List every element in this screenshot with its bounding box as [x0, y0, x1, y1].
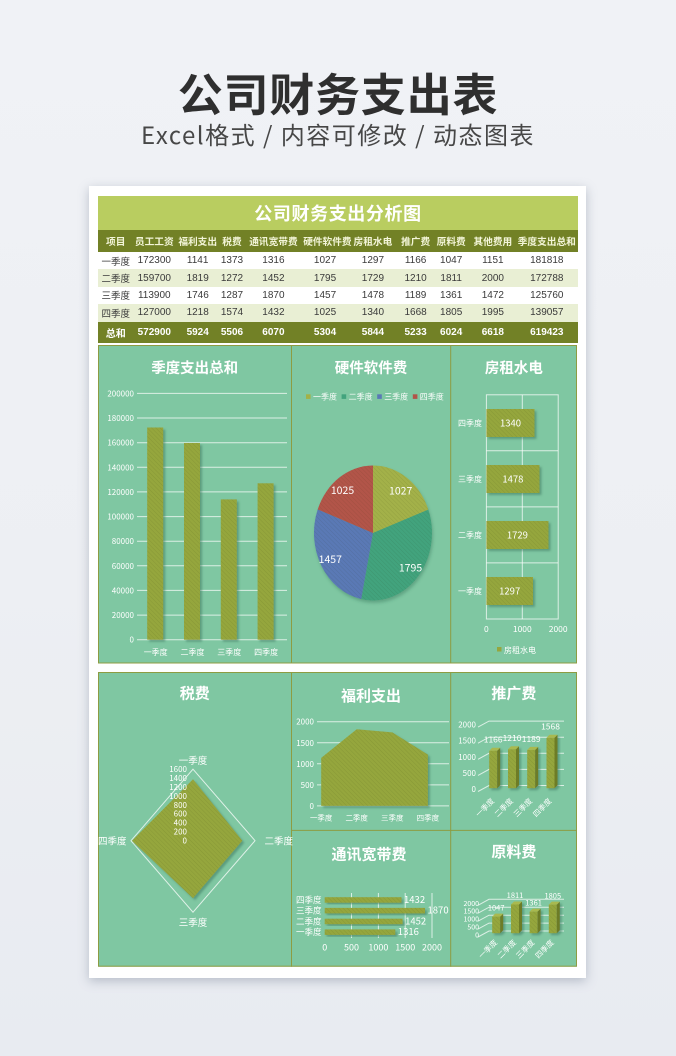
svg-text:四季度: 四季度	[254, 647, 278, 658]
svg-text:100000: 100000	[107, 512, 134, 523]
svg-text:1166: 1166	[484, 734, 503, 746]
svg-text:一季度: 一季度	[296, 926, 322, 938]
svg-text:二季度: 二季度	[345, 813, 368, 824]
svg-text:三季度: 三季度	[381, 813, 404, 824]
svg-text:1500: 1500	[458, 736, 476, 747]
svg-text:0: 0	[472, 784, 477, 795]
svg-text:二季度: 二季度	[181, 647, 205, 658]
svg-text:原料费: 原料费	[491, 841, 536, 862]
svg-text:二季度: 二季度	[265, 834, 294, 848]
svg-text:二季度: 二季度	[296, 916, 322, 928]
svg-text:1027: 1027	[389, 484, 412, 499]
svg-text:80000: 80000	[112, 536, 135, 547]
svg-text:0: 0	[183, 836, 188, 847]
svg-text:三季度: 三季度	[217, 647, 241, 658]
svg-text:1870: 1870	[428, 903, 449, 917]
svg-text:四季度: 四季度	[420, 392, 444, 403]
svg-text:1729: 1729	[507, 528, 528, 542]
svg-text:季度支出总和: 季度支出总和	[151, 357, 238, 378]
svg-text:通讯宽带费: 通讯宽带费	[331, 844, 406, 865]
svg-text:三季度: 三季度	[384, 392, 408, 403]
svg-text:0: 0	[322, 941, 327, 954]
svg-text:2000: 2000	[463, 899, 479, 909]
svg-text:500: 500	[463, 768, 477, 779]
svg-text:一季度: 一季度	[310, 813, 333, 824]
svg-text:推广费: 推广费	[491, 683, 536, 704]
svg-text:二季度: 二季度	[349, 392, 373, 403]
svg-text:三季度: 三季度	[179, 915, 208, 929]
svg-text:1805: 1805	[544, 891, 561, 902]
svg-text:40000: 40000	[112, 585, 135, 596]
svg-text:400: 400	[174, 818, 188, 829]
svg-text:1568: 1568	[541, 721, 560, 733]
svg-text:四季度: 四季度	[296, 894, 322, 906]
svg-text:1000: 1000	[463, 915, 479, 925]
svg-text:140000: 140000	[107, 462, 134, 473]
svg-text:1189: 1189	[522, 733, 541, 745]
svg-text:1316: 1316	[398, 924, 419, 938]
svg-text:一季度: 一季度	[313, 392, 337, 403]
svg-text:1000: 1000	[296, 759, 314, 770]
svg-text:税费: 税费	[180, 683, 210, 704]
svg-text:200000: 200000	[107, 388, 134, 399]
svg-text:0: 0	[475, 931, 479, 941]
svg-text:20000: 20000	[112, 610, 135, 621]
svg-text:800: 800	[174, 800, 188, 811]
svg-text:2000: 2000	[549, 623, 568, 635]
svg-text:1478: 1478	[502, 472, 523, 486]
svg-text:1811: 1811	[507, 890, 524, 901]
svg-text:500: 500	[301, 780, 315, 791]
svg-text:200: 200	[174, 827, 188, 838]
svg-text:1400: 1400	[169, 773, 187, 784]
svg-text:1361: 1361	[525, 898, 542, 909]
svg-text:1000: 1000	[458, 752, 476, 763]
svg-text:1340: 1340	[500, 416, 521, 430]
svg-text:1047: 1047	[488, 903, 505, 914]
svg-text:2000: 2000	[296, 717, 314, 728]
svg-text:1500: 1500	[395, 941, 415, 954]
svg-text:1432: 1432	[404, 892, 425, 906]
svg-text:60000: 60000	[112, 561, 135, 572]
svg-text:一季度: 一季度	[458, 586, 482, 597]
svg-text:160000: 160000	[107, 438, 134, 449]
svg-text:一季度: 一季度	[179, 753, 208, 767]
svg-text:1452: 1452	[405, 914, 426, 928]
svg-text:1500: 1500	[463, 907, 479, 917]
svg-text:一季度: 一季度	[144, 647, 168, 658]
svg-text:四季度: 四季度	[458, 418, 482, 429]
svg-text:180000: 180000	[107, 413, 134, 424]
svg-text:1000: 1000	[368, 941, 388, 954]
svg-text:1000: 1000	[513, 623, 532, 635]
svg-text:二季度: 二季度	[458, 530, 482, 541]
svg-text:四季度: 四季度	[98, 834, 127, 848]
svg-text:1297: 1297	[499, 584, 520, 598]
svg-text:1600: 1600	[169, 764, 187, 775]
svg-text:2000: 2000	[458, 720, 476, 731]
svg-text:0: 0	[130, 635, 135, 646]
svg-text:1200: 1200	[169, 782, 187, 793]
svg-text:500: 500	[344, 941, 359, 954]
svg-text:三季度: 三季度	[296, 905, 322, 917]
svg-text:0: 0	[484, 623, 489, 635]
svg-text:0: 0	[310, 801, 315, 812]
svg-text:三季度: 三季度	[458, 474, 482, 485]
svg-text:1500: 1500	[296, 738, 314, 749]
svg-text:1000: 1000	[169, 791, 187, 802]
svg-text:1795: 1795	[399, 560, 422, 575]
svg-text:2000: 2000	[422, 941, 442, 954]
svg-text:福利支出: 福利支出	[341, 685, 401, 706]
svg-text:1457: 1457	[319, 552, 342, 567]
svg-text:房租水电: 房租水电	[485, 357, 543, 378]
svg-text:500: 500	[467, 923, 479, 933]
svg-text:房租水电: 房租水电	[504, 645, 536, 656]
svg-text:四季度: 四季度	[417, 813, 440, 824]
svg-text:硬件软件费: 硬件软件费	[335, 357, 408, 378]
svg-text:1210: 1210	[503, 732, 522, 744]
svg-text:600: 600	[174, 809, 188, 820]
svg-text:120000: 120000	[107, 487, 134, 498]
svg-text:1025: 1025	[331, 483, 354, 498]
